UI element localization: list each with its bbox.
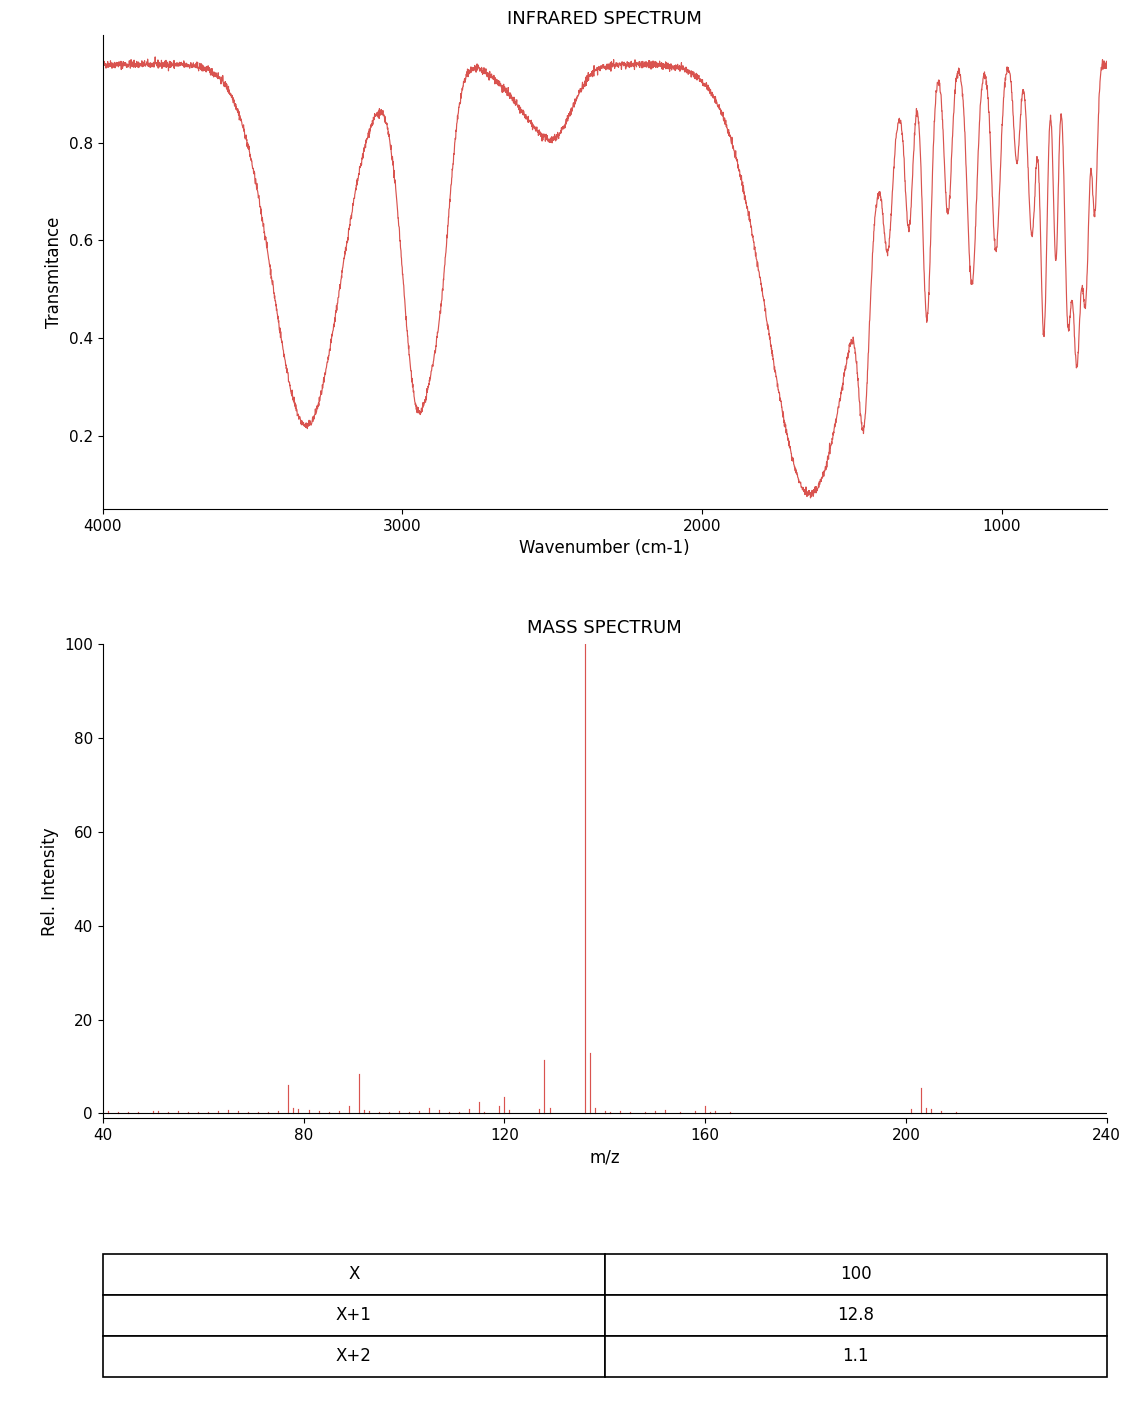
Y-axis label: Transmitance: Transmitance — [46, 216, 63, 327]
X-axis label: Wavenumber (cm-1): Wavenumber (cm-1) — [519, 540, 690, 558]
X-axis label: m/z: m/z — [590, 1148, 620, 1166]
Title: INFRARED SPECTRUM: INFRARED SPECTRUM — [508, 10, 702, 28]
Y-axis label: Rel. Intensity: Rel. Intensity — [41, 828, 58, 936]
Title: MASS SPECTRUM: MASS SPECTRUM — [527, 620, 682, 638]
